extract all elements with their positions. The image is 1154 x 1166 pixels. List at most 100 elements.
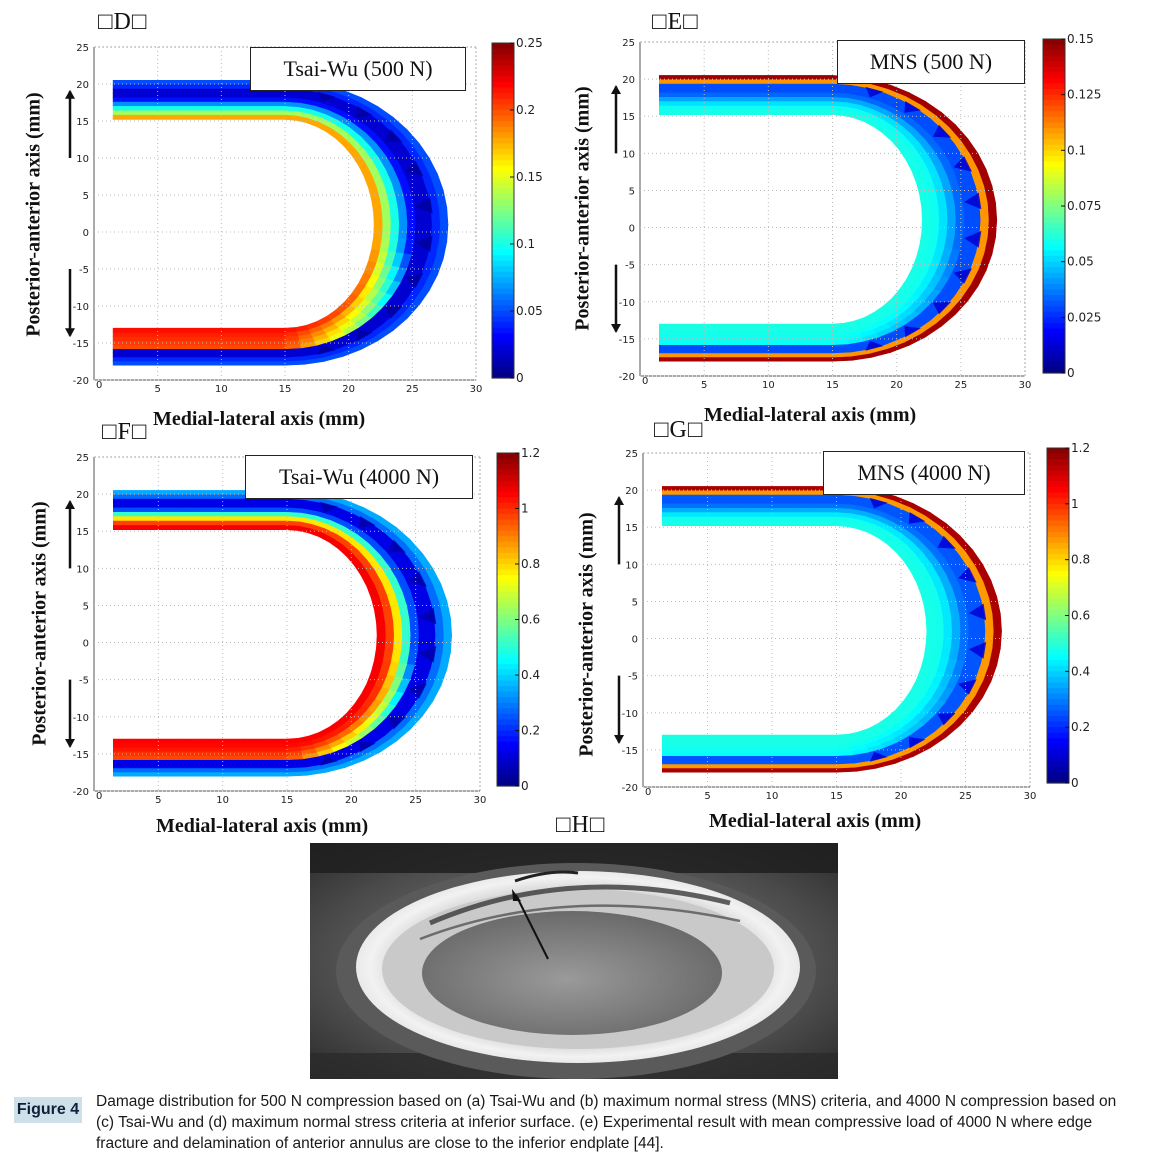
- colorbar-tick-label: 1: [1071, 497, 1079, 511]
- colorbar-g: 1.2 1 0.8 0.6 0.4 0.2 0: [1046, 441, 1090, 790]
- colorbar-e: 0.15 0.125 0.1 0.075 0.05 0.025 0: [1042, 32, 1101, 380]
- x-tick-label: 5: [154, 384, 160, 395]
- x-tick-label: 0: [96, 791, 102, 802]
- x-tick-label: 15: [281, 795, 294, 806]
- x-tick-label: 10: [766, 791, 779, 802]
- x-tick-label: 0: [642, 376, 648, 387]
- y-tick-label: 20: [625, 486, 638, 497]
- y-tick-label: -10: [619, 298, 635, 309]
- y-tick-label: 5: [83, 191, 89, 202]
- colorbar-tick-label: 0.1: [516, 237, 535, 251]
- y-tick-label: 10: [622, 149, 635, 160]
- colorbar-tick-label: 0.05: [516, 304, 543, 318]
- colorbar-tick-label: 0.6: [521, 613, 540, 627]
- colorbar-tick-label: 1.2: [521, 446, 540, 460]
- x-axis-label-d: Medial-lateral axis (mm): [153, 408, 366, 430]
- y-tick-label: -15: [73, 339, 89, 350]
- heatmap-cells-d: [112, 79, 449, 366]
- colorbar-d: 0.25 0.2 0.15 0.1 0.05 0: [491, 36, 543, 385]
- y-tick-label: -20: [622, 783, 638, 794]
- panel-label-d: □D□: [98, 9, 148, 35]
- y-tick-label: 10: [76, 564, 89, 575]
- axis-direction-arrows: [65, 499, 75, 749]
- x-axis-label-f: Medial-lateral axis (mm): [156, 815, 369, 837]
- colorbar-tick-label: 0.15: [516, 170, 543, 184]
- y-tick-label: -5: [79, 676, 89, 687]
- chart-panel-tsai-wu-4000n: □F□ 5 10 15 20 25 30 0 25 20 15 10 5 0 -5 -10 -15 -20 1.2…: [0, 415, 577, 840]
- colorbar-f: 1.2 1 0.8 0.6 0.4 0.2 0: [496, 446, 540, 793]
- y-tick-label: 20: [76, 80, 89, 91]
- panel-label-f: □F□: [102, 419, 148, 445]
- y-tick-label: -10: [73, 302, 89, 313]
- x-tick-label: 30: [474, 795, 487, 806]
- colorbar-tick-label: 0.25: [516, 36, 543, 50]
- x-tick-label: 30: [1024, 791, 1037, 802]
- y-tick-label: -5: [79, 265, 89, 276]
- colorbar-tick-label: 0: [521, 779, 529, 793]
- x-tick-label: 15: [279, 384, 292, 395]
- colorbar-tick-label: 0.025: [1067, 310, 1101, 324]
- x-tick-label: 10: [216, 795, 229, 806]
- y-tick-label: 10: [625, 560, 638, 571]
- y-tick-label: -10: [73, 713, 89, 724]
- y-tick-label: -5: [628, 672, 638, 683]
- heatmap-e: 5 10 15 20 25 3002520151050-5-10-15-200.150.1…: [611, 32, 1101, 391]
- x-tick-label: 10: [762, 380, 775, 391]
- y-tick-label: 25: [625, 449, 638, 460]
- chart-title-g: MNS (4000 N): [823, 451, 1025, 495]
- axes-d: 5 10 15 20 25 30 0 25 20 15 10 5 0 -5 -10 -15 -20: [73, 43, 483, 395]
- axis-direction-arrows: [614, 495, 624, 745]
- colorbar-tick-label: 0.2: [521, 724, 540, 738]
- chart-title-e: MNS (500 N): [837, 40, 1025, 84]
- colorbar-tick-label: 0.8: [521, 557, 540, 571]
- y-tick-label: 25: [76, 43, 89, 54]
- axis-direction-arrows: [611, 84, 621, 334]
- experimental-specimen-photo: [310, 843, 838, 1079]
- chart-panel-mns-4000n: □G□ 5 10 15 20 25 30 0 25 20 15 10 5 0 -5 -10 -15 -20 1.2…: [570, 415, 1154, 840]
- x-tick-label: 0: [645, 787, 651, 798]
- y-tick-label: -20: [73, 376, 89, 387]
- colorbar-tick-label: 0.125: [1067, 88, 1101, 102]
- x-tick-label: 25: [406, 384, 419, 395]
- x-tick-label: 5: [701, 380, 707, 391]
- colorbar-tick-label: 0.6: [1071, 609, 1090, 623]
- x-tick-label: 30: [1019, 380, 1032, 391]
- heatmap-cells-f: [113, 490, 453, 777]
- heatmap-cells-g: [662, 486, 1002, 773]
- x-tick-label: 5: [155, 795, 161, 806]
- x-axis-label-g: Medial-lateral axis (mm): [709, 810, 922, 832]
- y-axis-label-d: Posterior-anterior axis (mm): [22, 92, 45, 337]
- colorbar-tick-label: 0.2: [1071, 720, 1090, 734]
- y-tick-label: 5: [83, 601, 89, 612]
- colorbar-tick-label: 0.15: [1067, 32, 1094, 46]
- y-tick-label: 15: [76, 527, 89, 538]
- panel-label-g: □G□: [654, 417, 704, 443]
- axes-g: 5 10 15 20 25 30 0 25 20 15 10 5 0 -5 -10 -15 -20: [622, 449, 1037, 802]
- x-tick-label: 20: [345, 795, 358, 806]
- colorbar-tick-label: 1: [521, 502, 529, 516]
- y-tick-label: 15: [76, 117, 89, 128]
- y-axis-label-f: Posterior-anterior axis (mm): [28, 501, 51, 746]
- y-tick-label: 10: [76, 154, 89, 165]
- panel-label-h: □H□: [556, 812, 606, 838]
- axis-direction-arrows: [65, 89, 75, 338]
- x-tick-label: 20: [895, 791, 908, 802]
- heatmap-d: 5 10 15 20 25 3002520151050-5-10-15-200.250.2…: [65, 36, 543, 395]
- chart-panel-tsai-wu-500n: □D□ 5 10 15 20 25 30 0 25 20 15 10 5 0 -5 -10 -15 -20 0.2…: [0, 0, 577, 430]
- y-tick-label: 15: [625, 523, 638, 534]
- chart-title-f: Tsai-Wu (4000 N): [245, 455, 473, 499]
- colorbar-tick-label: 0.075: [1067, 199, 1101, 213]
- colorbar-tick-label: 0: [1067, 366, 1075, 380]
- y-tick-label: 0: [629, 224, 635, 235]
- y-axis-label-g: Posterior-anterior axis (mm): [575, 512, 598, 757]
- y-tick-label: 15: [622, 112, 635, 123]
- y-tick-label: -20: [619, 372, 635, 383]
- x-tick-label: 10: [215, 384, 228, 395]
- y-tick-label: 25: [76, 453, 89, 464]
- y-tick-label: 0: [83, 228, 89, 239]
- heatmap-g: 5 10 15 20 25 30 0 25 20 15 10 5 0 -5 -10 -15 -20 1.2 1 0.8…: [614, 441, 1090, 802]
- x-tick-label: 25: [959, 791, 972, 802]
- x-tick-label: 5: [704, 791, 710, 802]
- y-tick-label: -15: [622, 746, 638, 757]
- colorbar-tick-label: 0.4: [521, 668, 540, 682]
